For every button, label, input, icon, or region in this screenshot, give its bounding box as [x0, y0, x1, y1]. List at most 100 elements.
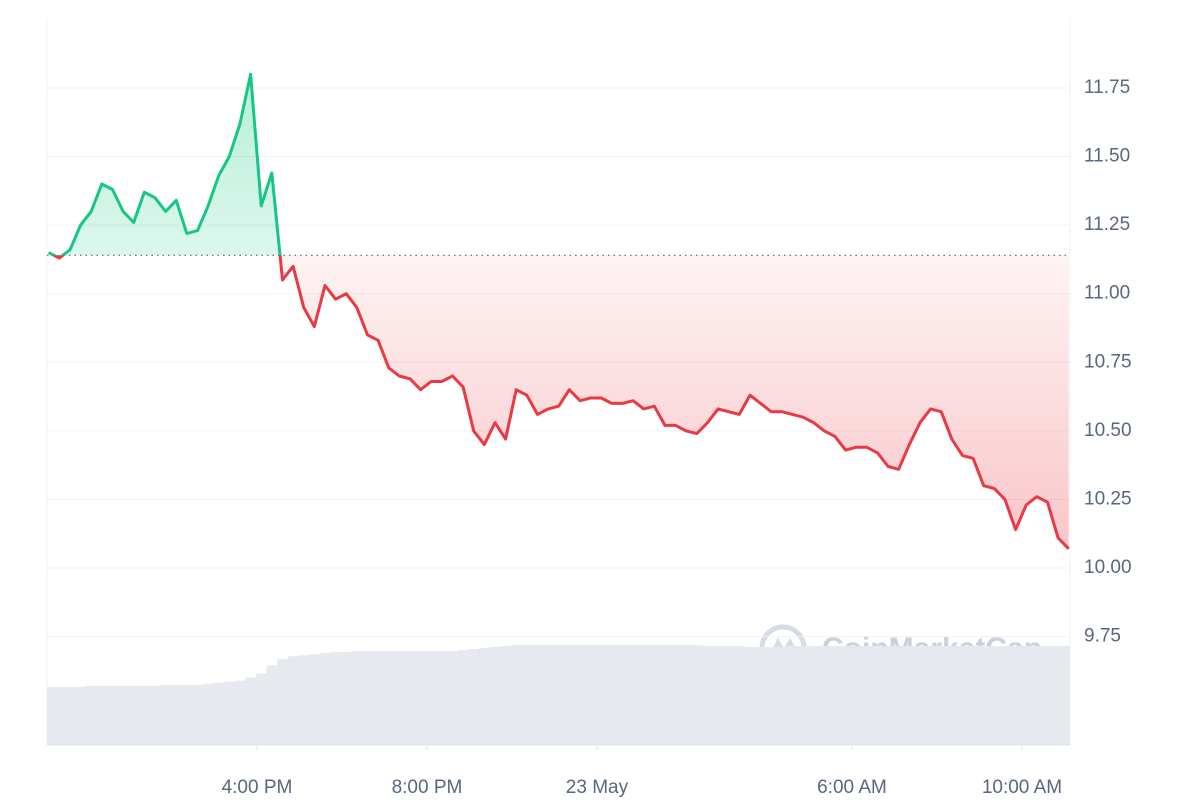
volume-bar	[489, 647, 501, 745]
volume-bar	[712, 646, 724, 745]
volume-bar	[255, 673, 268, 745]
volume-bar	[585, 645, 597, 745]
volume-bar	[447, 651, 459, 745]
x-tick-label: 10:00 AM	[982, 777, 1062, 798]
volume-bar	[234, 680, 246, 745]
volume-bar	[999, 646, 1011, 745]
volume-bar	[808, 646, 820, 745]
x-tick-label: 4:00 PM	[222, 777, 293, 798]
volume-bar	[1052, 646, 1064, 745]
volume-bar	[64, 686, 76, 745]
volume-bar	[107, 685, 119, 745]
y-tick-label: 9.75	[1084, 626, 1121, 647]
volume-bar	[702, 646, 714, 745]
volume-bar	[925, 646, 937, 745]
volume-bar	[957, 646, 969, 745]
x-tick-label: 6:00 AM	[817, 777, 887, 798]
y-tick-label: 11.25	[1084, 214, 1130, 235]
price-line	[48, 72, 1070, 550]
volume-bar	[425, 651, 438, 745]
volume-bar	[415, 651, 427, 745]
y-tick-label: 11.50	[1084, 146, 1130, 167]
volume-bar	[649, 645, 661, 745]
volume-bar	[192, 684, 204, 745]
volume-bar	[500, 646, 512, 745]
volume-bar	[85, 685, 98, 745]
volume-bar	[457, 650, 469, 745]
volume-bar	[170, 684, 183, 745]
volume-bar	[765, 647, 778, 745]
volume-bar	[595, 645, 608, 745]
volume-bar	[404, 651, 416, 745]
volume-bar	[372, 651, 384, 745]
y-tick-label: 11.75	[1084, 77, 1130, 98]
volume-bar	[287, 656, 299, 745]
volume-bar	[277, 659, 289, 745]
volume-bar	[872, 646, 884, 745]
volume-bar	[139, 685, 151, 745]
volume-bar	[840, 646, 852, 745]
volume-bar	[181, 684, 193, 745]
volume-bar	[904, 646, 916, 745]
y-tick-label: 10.00	[1084, 557, 1132, 578]
volume-bar	[659, 645, 671, 745]
price-area	[48, 74, 1069, 549]
volume-bar	[479, 648, 491, 745]
volume-bar	[96, 685, 108, 745]
volume-bar	[691, 645, 703, 745]
volume-bar	[638, 645, 650, 745]
volume-bar	[521, 645, 533, 745]
volume-bar	[1031, 646, 1043, 745]
volume-bar	[882, 646, 894, 745]
volume-bar	[967, 646, 979, 745]
x-tick-label: 8:00 PM	[392, 777, 463, 798]
volume-bar	[436, 651, 448, 745]
volume-bar	[893, 646, 905, 745]
volume-bar	[680, 645, 693, 745]
volume-bar	[1042, 646, 1054, 745]
volume-bar	[670, 645, 682, 745]
x-tick-label: 23 May	[566, 777, 629, 798]
volume-bar	[1063, 646, 1070, 745]
volume-bar	[330, 652, 342, 745]
y-tick-label: 10.25	[1084, 488, 1132, 509]
volume-bar	[1010, 646, 1022, 745]
volume-bar	[829, 646, 841, 745]
volume-bar	[75, 686, 87, 745]
volume-bar	[989, 646, 1001, 745]
volume-bar	[606, 645, 618, 745]
volume-bar	[574, 645, 586, 745]
volume-bar	[617, 645, 629, 745]
volume-bar	[819, 646, 831, 745]
volume-bar	[160, 684, 172, 745]
volume-bar	[510, 645, 523, 745]
volume-bar	[362, 651, 374, 745]
volume-bar	[946, 646, 958, 745]
y-tick-label: 10.75	[1084, 351, 1132, 372]
volume-bar	[319, 653, 331, 745]
volume-bar	[383, 651, 395, 745]
volume-bar	[149, 685, 161, 745]
y-tick-label: 11.00	[1084, 283, 1130, 304]
volume-bar	[266, 665, 278, 745]
y-tick-label: 10.50	[1084, 420, 1132, 441]
volume-bar	[755, 647, 767, 745]
volume-bar	[776, 647, 788, 745]
volume-bar	[564, 645, 576, 745]
volume-bar	[797, 646, 809, 745]
volume-bar	[202, 683, 214, 745]
volume-bar	[117, 685, 129, 745]
volume-bar	[532, 645, 544, 745]
volume-bar	[553, 645, 565, 745]
volume-bar	[850, 646, 863, 745]
volume-bar	[914, 646, 926, 745]
volume-bar	[542, 645, 554, 745]
volume-bar	[351, 651, 363, 745]
volume-bar	[861, 646, 873, 745]
volume-bar	[213, 682, 225, 745]
volume-bar	[734, 646, 746, 745]
volume-bar	[340, 652, 353, 745]
volume-bar	[309, 654, 321, 745]
